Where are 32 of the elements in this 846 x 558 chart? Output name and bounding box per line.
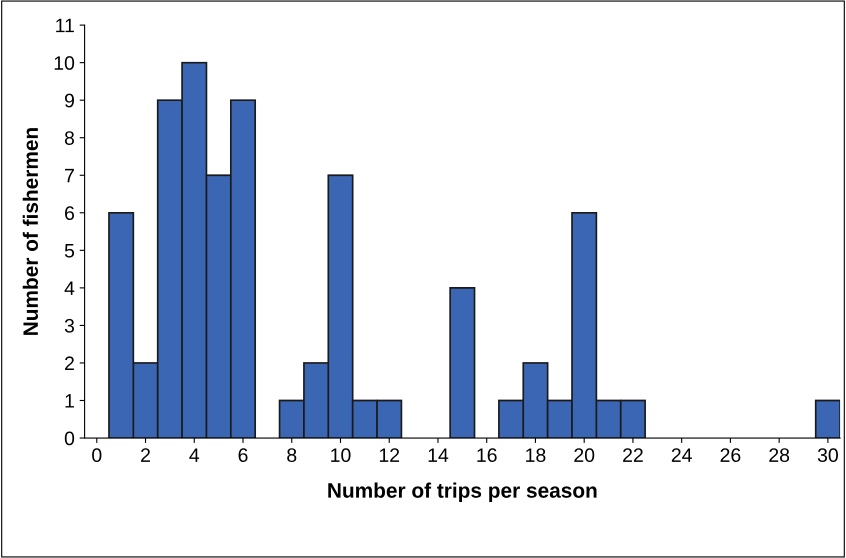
y-tick-label: 10 bbox=[54, 56, 74, 70]
bar bbox=[449, 287, 476, 438]
y-tick-label: 2 bbox=[65, 356, 74, 370]
y-tick-label: 8 bbox=[64, 131, 74, 145]
x-tick-label: 26 bbox=[720, 448, 740, 462]
x-tick-label: 30 bbox=[818, 448, 838, 462]
x-tick-label: 14 bbox=[428, 448, 448, 462]
x-tick-label: 2 bbox=[141, 448, 150, 462]
x-tick-label: 20 bbox=[574, 448, 594, 462]
x-tick-label: 22 bbox=[623, 448, 643, 462]
y-tick-label: 11 bbox=[56, 18, 74, 32]
y-tick-label: 6 bbox=[65, 206, 74, 220]
x-tick-label: 4 bbox=[189, 448, 200, 462]
x-tick-label: 0 bbox=[92, 448, 102, 462]
y-tick-label: 7 bbox=[65, 168, 74, 182]
y-tick-label: 0 bbox=[64, 432, 74, 446]
y-tick-label: 4 bbox=[64, 282, 74, 295]
x-axis-title: Number of trips per season bbox=[328, 482, 597, 502]
y-tick-label: 5 bbox=[64, 244, 74, 258]
y-tick-label: 9 bbox=[64, 94, 74, 108]
x-tick-label: 24 bbox=[672, 448, 692, 462]
y-tick-label: 1 bbox=[66, 394, 74, 408]
x-tick-label: 12 bbox=[380, 448, 400, 462]
x-tick-label: 16 bbox=[477, 448, 497, 462]
x-tick-label: 28 bbox=[769, 448, 790, 462]
y-axis-title: Number of fishermen bbox=[22, 128, 38, 335]
bar bbox=[814, 400, 840, 438]
x-tick-label: 8 bbox=[287, 448, 296, 462]
x-tick-label: 18 bbox=[526, 448, 546, 462]
x-tick-label: 10 bbox=[331, 448, 351, 462]
y-tick-label: 3 bbox=[64, 318, 74, 333]
x-tick-label: 6 bbox=[238, 448, 248, 462]
